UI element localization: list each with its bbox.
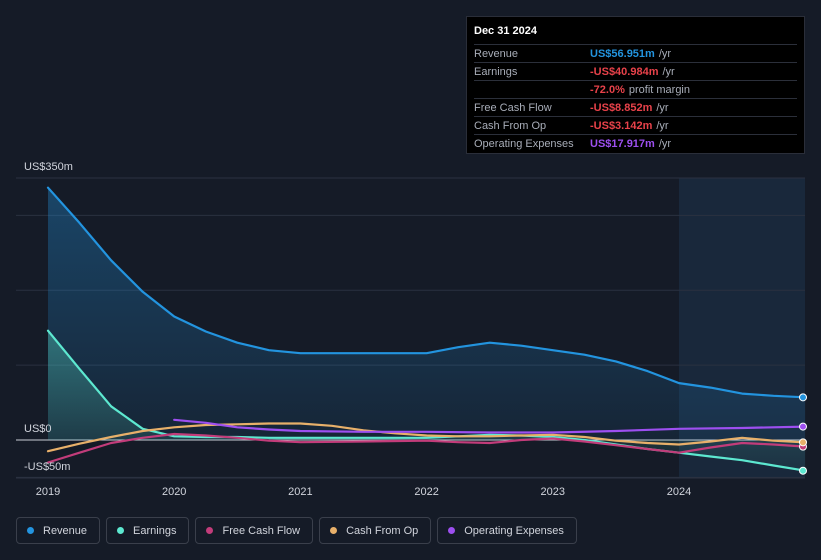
tooltip-row-value: -US$3.142m <box>590 120 653 132</box>
tooltip-row-unit: /yr <box>656 120 669 132</box>
legend-item-cash-from-op[interactable]: Cash From Op <box>319 517 432 544</box>
tooltip-panel: Dec 31 2024 Revenue US$56.951m/yr Earnings… <box>466 16 805 154</box>
tooltip-date: Dec 31 2024 <box>474 23 797 45</box>
tooltip-row-unit: /yr <box>658 48 672 60</box>
tooltip-row-unit: /yr <box>658 138 672 150</box>
tooltip-row-value: -US$8.852m <box>590 102 653 114</box>
x-tick-label: 2021 <box>288 486 312 498</box>
tooltip-row: Earnings -US$40.984m/yr <box>474 64 797 81</box>
free-cash-flow-line <box>46 432 807 464</box>
tooltip-row: Free Cash Flow -US$8.852m/yr <box>474 100 797 117</box>
operating-expenses-end-point <box>799 422 807 431</box>
x-tick-label: 2023 <box>541 486 565 498</box>
legend-item-operating-expenses[interactable]: Operating Expenses <box>437 517 577 544</box>
x-tick-label: 2022 <box>414 486 438 498</box>
operating-expenses-line <box>173 418 807 434</box>
legend-label: Earnings <box>133 524 177 537</box>
tooltip-row-label: Cash From Op <box>474 120 547 132</box>
legend-dot-icon <box>206 527 214 534</box>
tooltip-rows: Revenue US$56.951m/yr Earnings -US$40.984m /… <box>474 46 797 152</box>
legend-dot-icon <box>330 527 338 534</box>
tooltip-row-label: Revenue <box>474 48 519 60</box>
earnings-area <box>48 330 806 471</box>
axes: US$350m US$0 -US$50m 2019 2020 2021 2022 2023 20… <box>24 161 691 498</box>
tooltip-row-unit: profit margin <box>628 84 690 96</box>
tooltip-row-label: Operating Expenses <box>474 138 574 150</box>
series-fills <box>48 187 806 471</box>
tooltip-row: -72.0% profit margin <box>474 82 797 99</box>
legend-dot-icon <box>27 527 34 534</box>
series-lines <box>46 186 807 472</box>
legend-label: Free Cash Flow <box>222 524 301 537</box>
tooltip-row: Operating Expenses US$17.917m/yr <box>474 136 797 152</box>
tooltip-row-label: Free Cash Flow <box>474 102 552 114</box>
legend-dot-icon <box>448 527 456 534</box>
legend-item-earnings[interactable]: Earnings <box>106 517 190 544</box>
cash-from-op-line <box>46 422 807 453</box>
tooltip-row: Revenue US$56.951m/yr <box>474 46 797 63</box>
tooltip-row-value: -US$40.984m <box>590 66 659 78</box>
cash-from-op-end-point <box>799 438 807 447</box>
y-tick-label: US$0 <box>24 423 52 435</box>
legend-label: Operating Expenses <box>464 524 564 537</box>
y-tick-label: -US$50m <box>24 461 70 473</box>
legend: Revenue Earnings Free Cash Flow Cash From O… <box>16 517 577 544</box>
x-tick-label: 2019 <box>36 486 60 498</box>
revenue-area <box>48 187 806 440</box>
tooltip-row-label <box>474 82 590 98</box>
y-tick-label: US$350m <box>24 161 73 173</box>
tooltip-row-unit: /yr <box>656 102 669 114</box>
tooltip-row-value: -72.0% <box>590 84 625 96</box>
x-tick-label: 2020 <box>162 486 186 498</box>
revenue-end-point <box>799 393 807 402</box>
legend-item-free-cash-flow[interactable]: Free Cash Flow <box>195 517 314 544</box>
tooltip-row: Cash From Op -US$3.142m/yr <box>474 118 797 135</box>
x-tick-label: 2024 <box>667 486 691 498</box>
tooltip-row-value: US$17.917m <box>590 138 655 150</box>
revenue-line <box>46 186 807 399</box>
tooltip-row-value: US$56.951m <box>590 48 655 60</box>
legend-label: Cash From Op <box>346 524 419 537</box>
earnings-end-point <box>799 466 807 475</box>
legend-item-revenue[interactable]: Revenue <box>16 517 101 544</box>
legend-dot-icon <box>117 527 125 534</box>
tooltip-row-unit: /yr <box>662 66 675 78</box>
series-end-dots <box>799 393 807 475</box>
legend-label: Revenue <box>43 524 88 537</box>
tooltip-row-label: Earnings <box>474 66 518 78</box>
